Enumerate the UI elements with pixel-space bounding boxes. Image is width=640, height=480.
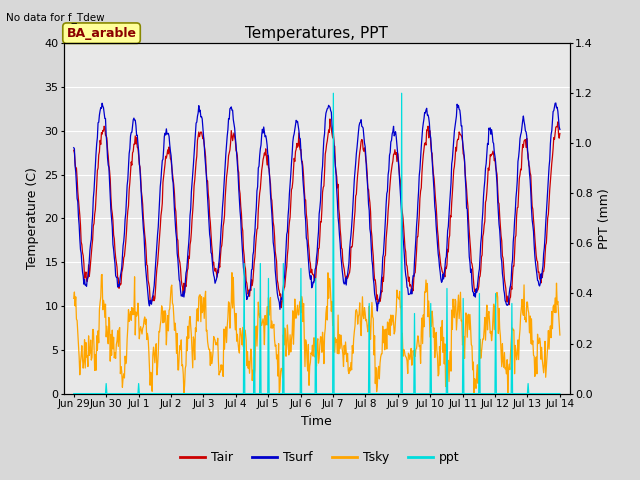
X-axis label: Time: Time (301, 415, 332, 428)
Y-axis label: PPT (mm): PPT (mm) (598, 188, 611, 249)
Y-axis label: Temperature (C): Temperature (C) (26, 168, 39, 269)
Title: Temperatures, PPT: Temperatures, PPT (245, 25, 388, 41)
Text: No data for f_Tdew: No data for f_Tdew (6, 12, 105, 23)
Legend: Tair, Tsurf, Tsky, ppt: Tair, Tsurf, Tsky, ppt (175, 446, 465, 469)
Text: BA_arable: BA_arable (67, 27, 136, 40)
